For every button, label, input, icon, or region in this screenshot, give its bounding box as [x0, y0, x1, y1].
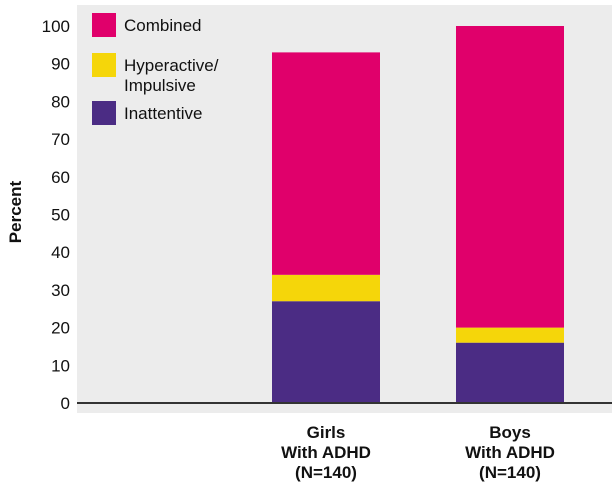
y-tick-label: 30 — [51, 281, 70, 300]
category-label: With ADHD — [281, 443, 371, 462]
y-tick-label: 10 — [51, 356, 70, 375]
y-tick-label: 60 — [51, 168, 70, 187]
bars — [272, 26, 564, 403]
category-label: With ADHD — [465, 443, 555, 462]
legend-label: Inattentive — [124, 104, 202, 123]
y-tick-label: 100 — [42, 17, 70, 36]
category-label: (N=140) — [295, 463, 357, 482]
category-label: Girls — [307, 423, 346, 442]
legend-swatch — [92, 13, 116, 37]
bar-segment-combined-1 — [456, 26, 564, 328]
y-tick-label: 90 — [51, 55, 70, 74]
legend-label: Impulsive — [124, 76, 196, 95]
bar-segment-inattentive-1 — [456, 342, 564, 403]
legend: Combined Hyperactive/Impulsive Inattentive — [92, 13, 219, 125]
y-tick-label: 80 — [51, 92, 70, 111]
category-label: (N=140) — [479, 463, 541, 482]
y-axis-title: Percent — [6, 180, 25, 243]
y-tick-label: 50 — [51, 206, 70, 225]
legend-swatch — [92, 53, 116, 77]
legend-label: Hyperactive/ — [124, 56, 219, 75]
category-label: Boys — [489, 423, 531, 442]
bar-segment-inattentive-0 — [272, 301, 380, 403]
bar-segment-combined-0 — [272, 52, 380, 275]
y-tick-label: 20 — [51, 319, 70, 338]
bar-segment-hyperactive-impulsive-1 — [456, 327, 564, 343]
y-tick-label: 70 — [51, 130, 70, 149]
bar-segment-hyperactive-impulsive-0 — [272, 274, 380, 302]
legend-swatch — [92, 101, 116, 125]
legend-label: Combined — [124, 16, 202, 35]
y-tick-label: 40 — [51, 243, 70, 262]
y-tick-label: 0 — [61, 394, 70, 413]
y-axis-ticks: 0 10 20 30 40 50 60 70 80 90 100 — [42, 17, 70, 413]
